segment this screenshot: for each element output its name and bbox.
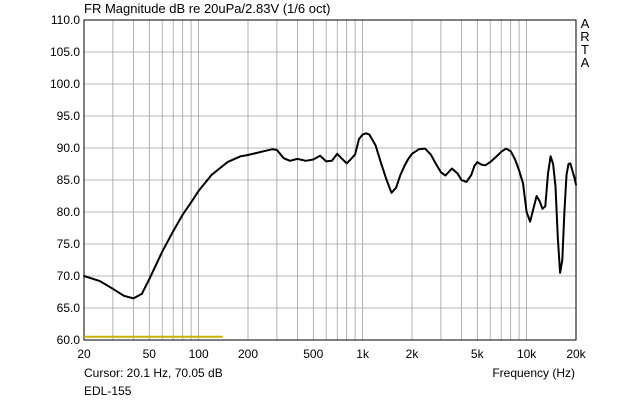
chart-title: FR Magnitude dB re 20uPa/2.83V (1/6 oct) [84,1,331,16]
x-tick-label: 100 [189,347,209,361]
x-tick-label: 50 [143,347,157,361]
y-tick-label: 110.0 [51,13,80,27]
x-tick-label: 1k [356,347,370,361]
y-tick-label: 65.0 [57,301,81,315]
x-tick-label: 5k [471,347,485,361]
device-label: EDL-155 [84,384,132,398]
x-tick-label: 200 [238,347,258,361]
response-curve [83,132,577,300]
y-tick-label: 105.0 [50,45,80,59]
y-tick-label: 80.0 [57,205,81,219]
y-tick-label: 90.0 [57,141,81,155]
logo-letter: R [580,29,590,44]
logo-letter: A [580,16,590,31]
x-tick-label: 500 [303,347,323,361]
y-tick-label: 100.0 [50,77,80,91]
x-tick-label: 10k [517,347,537,361]
cursor-readout: Cursor: 20.1 Hz, 70.05 dB [84,366,223,380]
logo-letter: T [581,42,589,57]
logo-letter: A [580,55,590,70]
y-tick-label: 75.0 [57,237,81,251]
plot-frame [83,19,577,341]
x-axis-label: Frequency (Hz) [492,366,575,380]
x-tick-label: 2k [406,347,420,361]
arta-logo: A R T A [580,17,590,69]
x-tick-label: 20k [566,347,586,361]
y-tick-label: 85.0 [57,173,81,187]
y-tick-label: 95.0 [57,109,81,123]
y-tick-label: 60.0 [57,333,81,347]
x-tick-label: 20 [77,347,91,361]
y-tick-label: 70.0 [57,269,81,283]
